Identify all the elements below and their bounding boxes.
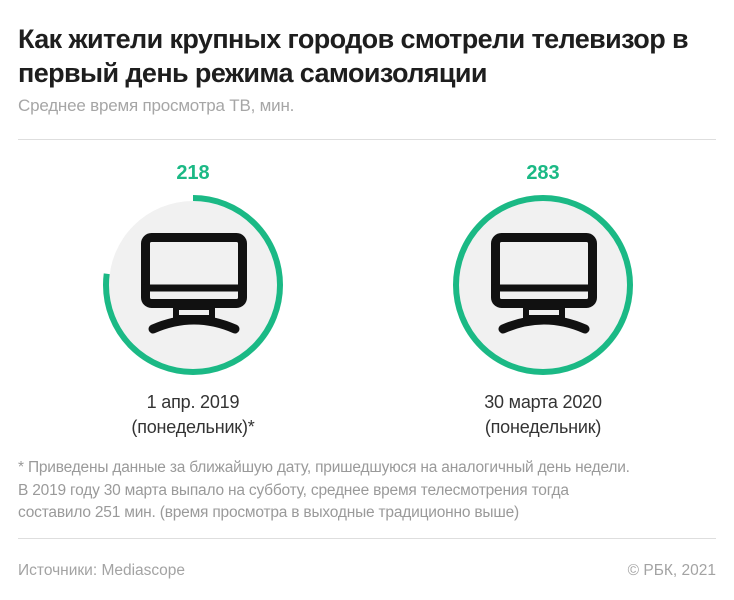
value-label: 283 [526,162,560,184]
date-line: 1 апр. 2019 [146,392,240,412]
weekday-line: (понедельник)* [131,417,255,437]
copyright-label: © РБК, 2021 [627,562,716,579]
progress-arc [453,195,633,375]
chart-item-2020: 283 30 марта 2020 (понедельник) [413,160,673,440]
value-label: 218 [176,162,210,184]
date-label: 1 апр. 2019 (понедельник)* [63,390,323,440]
top-divider [18,139,716,140]
chart-subtitle: Среднее время просмотра ТВ, мин. [18,96,295,115]
source-label: Источники: Mediascope [18,562,186,579]
progress-arc [103,195,283,375]
progress-ring [453,195,633,375]
date-line: 30 марта 2020 [484,392,602,412]
footnote-line: В 2019 году 30 марта выпало на субботу, … [18,481,569,499]
footnote-line: * Приведены данные за ближайшую дату, пр… [18,459,630,476]
footnote: * Приведены данные за ближайшую дату, пр… [18,457,718,525]
footnote-line: составило 251 мин. (время просмотра в вы… [18,504,519,521]
page-title: Как жители крупных городов смотрели теле… [18,24,689,88]
tv-icon [491,233,597,334]
tv-icon [141,233,247,334]
weekday-line: (понедельник) [484,417,602,437]
date-label: 30 марта 2020 (понедельник) [413,390,673,440]
bottom-divider [18,538,716,539]
chart-item-2019: 218 1 апр. 2019 (понедельник)* [63,160,323,440]
progress-ring [103,195,283,375]
